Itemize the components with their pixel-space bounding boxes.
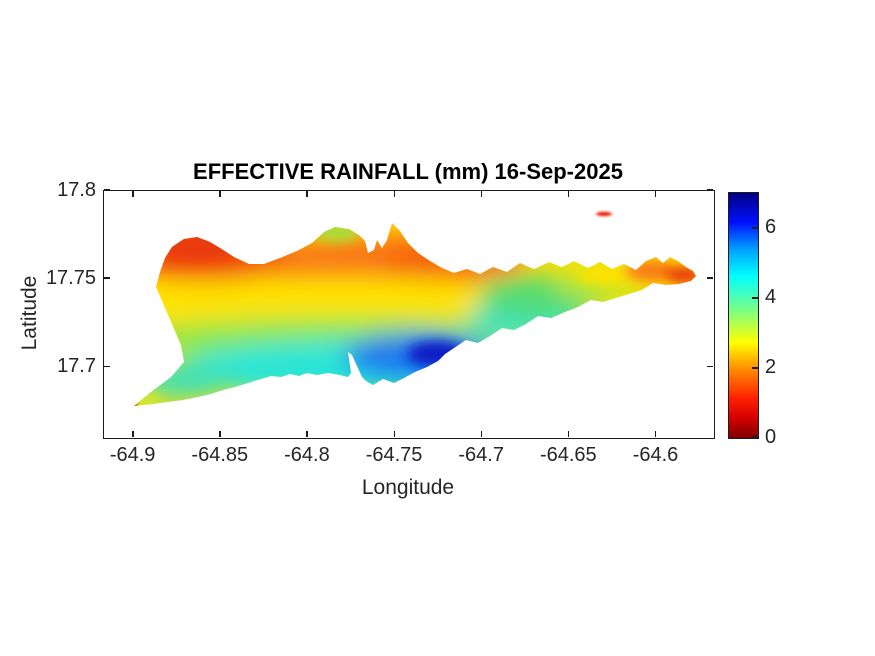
- x-tick-label: -64.75: [365, 444, 423, 466]
- x-tick-mark-top: [480, 191, 483, 197]
- colorbar-tick-label: 6: [765, 216, 777, 238]
- x-tick-mark-top: [306, 191, 308, 197]
- offshore-islet: [596, 211, 612, 217]
- rainfall-blob: [136, 363, 232, 399]
- x-tick-mark: [132, 431, 134, 437]
- axes-box: [103, 190, 715, 439]
- x-tick-label: -64.6: [632, 444, 679, 466]
- colorbar-tick-mark: [752, 367, 758, 369]
- colorbar-tick-mark: [752, 436, 758, 438]
- x-tick-mark-top: [654, 191, 657, 197]
- y-tick-label: 17.8: [57, 179, 96, 201]
- y-tick-label: 17.75: [45, 267, 96, 290]
- x-tick-mark-top: [132, 191, 134, 197]
- x-tick-label: -64.85: [191, 444, 249, 466]
- rainfall-blob: [407, 341, 467, 367]
- rainfall-blob: [134, 277, 579, 329]
- y-tick-mark-right: [707, 365, 713, 368]
- rainfall-blob: [313, 223, 361, 242]
- rainfall-blob: [134, 399, 139, 406]
- x-tick-mark: [654, 431, 657, 437]
- x-tick-label: -64.8: [284, 444, 330, 466]
- x-tick-mark-top: [219, 191, 221, 197]
- x-axis-label: Longitude: [361, 476, 455, 499]
- y-tick-mark: [104, 277, 110, 279]
- y-tick-mark-right: [707, 189, 713, 191]
- x-tick-label: -64.65: [539, 444, 597, 466]
- x-tick-mark: [567, 431, 570, 437]
- rainfall-blob: [664, 266, 696, 284]
- colorbar-tick-label: 0: [765, 426, 777, 448]
- x-tick-mark-top: [567, 191, 570, 197]
- colorbar-tick-mark: [752, 297, 758, 299]
- colorbar-tick-mark: [752, 227, 758, 229]
- y-tick-mark: [104, 365, 110, 368]
- y-axis-label: Latitude: [18, 275, 41, 351]
- x-tick-label: -64.9: [109, 444, 156, 466]
- colorbar: [728, 192, 759, 439]
- y-tick-mark: [104, 189, 110, 191]
- rainfall-blob: [159, 232, 239, 260]
- y-tick-label: 17.7: [57, 355, 96, 378]
- x-tick-mark: [306, 431, 308, 437]
- x-tick-mark-top: [393, 191, 396, 197]
- colorbar-tick-label: 4: [765, 286, 777, 308]
- rainfall-blob: [134, 402, 137, 406]
- colorbar-tick-label: 2: [765, 356, 777, 378]
- x-tick-mark: [219, 431, 221, 437]
- plot-title: EFFECTIVE RAINFALL (mm) 16-Sep-2025: [193, 159, 623, 184]
- y-tick-mark-right: [707, 277, 713, 279]
- rainfall-blob: [134, 394, 160, 406]
- islet-shape: [596, 211, 612, 217]
- x-tick-mark: [393, 431, 396, 437]
- rainfall-heatmap: [134, 211, 696, 406]
- x-tick-label: -64.7: [458, 444, 504, 466]
- x-tick-mark: [480, 431, 483, 437]
- island-surface: [134, 223, 696, 406]
